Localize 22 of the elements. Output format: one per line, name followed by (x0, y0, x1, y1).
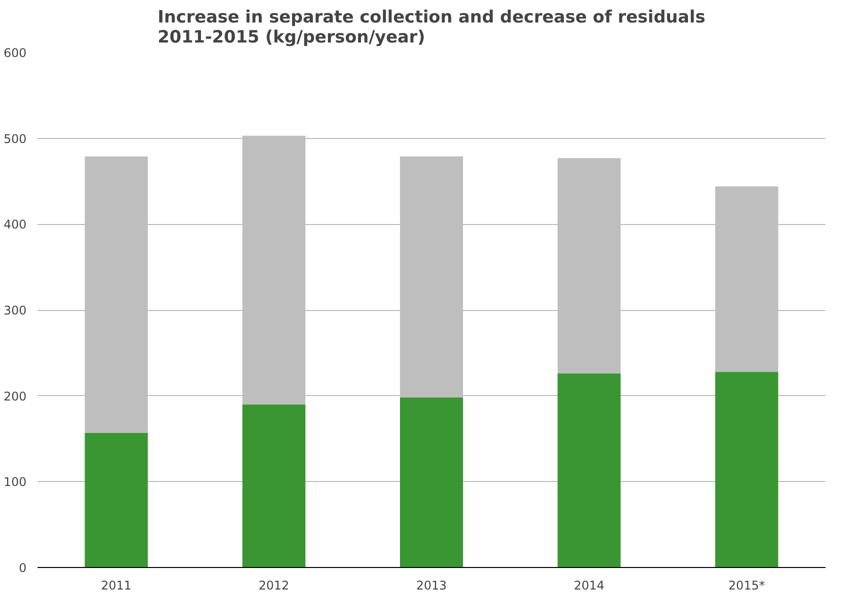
bar (400, 156, 464, 398)
y-tick-label: 300 (4, 304, 26, 318)
bar (715, 372, 778, 568)
y-tick-label: 200 (4, 389, 26, 404)
bar (84, 156, 148, 433)
bar (242, 404, 306, 568)
y-tick-label: 600 (4, 46, 26, 60)
bar (558, 374, 621, 568)
x-tick-label: 2013 (416, 578, 447, 592)
bar (558, 158, 621, 374)
x-tick-label: 2012 (258, 578, 290, 592)
x-tick-label: 2011 (101, 578, 132, 592)
bar (715, 186, 778, 372)
y-tick-label: 0 (18, 561, 27, 575)
y-tick-label: 500 (4, 132, 26, 146)
y-tick-label: 400 (4, 218, 26, 232)
y-tick-label: 100 (4, 475, 26, 490)
bar (400, 398, 464, 568)
x-tick-label: 2014 (574, 578, 604, 592)
bar (84, 432, 148, 568)
x-tick-label: 2015* (728, 578, 765, 592)
chart-title: Increase in separate collection and decrease of residuals 2011-2015 (kg/person/year) (158, 8, 706, 48)
